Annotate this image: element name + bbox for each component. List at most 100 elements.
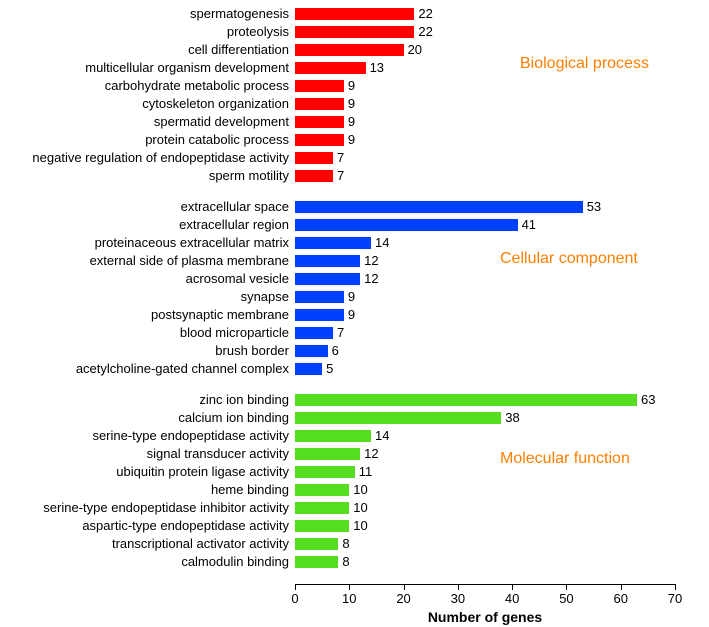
bar-label: cytoskeleton organization bbox=[0, 96, 295, 111]
bar-row: proteolysis 22 bbox=[0, 23, 709, 40]
bar-label: negative regulation of endopeptidase act… bbox=[0, 150, 295, 165]
bar-label: extracellular space bbox=[0, 199, 295, 214]
bar-row: carbohydrate metabolic process9 bbox=[0, 77, 709, 94]
bar-row: calmodulin binding8 bbox=[0, 553, 709, 570]
bar-value: 8 bbox=[338, 536, 349, 551]
bar-value: 9 bbox=[344, 289, 355, 304]
chart-group: extracellular space 53 extracellular regio… bbox=[0, 198, 709, 377]
bar bbox=[295, 412, 501, 424]
bar-row: zinc ion binding 63 bbox=[0, 391, 709, 408]
chart-group: spermatogenesis22proteolysis22cell diffe… bbox=[0, 5, 709, 184]
bar-area: 9 bbox=[295, 79, 675, 93]
bar-area: 9 bbox=[295, 115, 675, 129]
bar-area: 53 bbox=[295, 200, 675, 214]
bar-value: 22 bbox=[414, 24, 432, 39]
bar-label: spermatid development bbox=[0, 114, 295, 129]
bar-area: 6 bbox=[295, 344, 675, 358]
bar-value: 9 bbox=[344, 96, 355, 111]
bar-label: serine-type endopeptidase activity bbox=[0, 428, 295, 443]
bar-row: spermatid development 9 bbox=[0, 113, 709, 130]
bar-value: 12 bbox=[360, 446, 378, 461]
bar-value: 41 bbox=[518, 217, 536, 232]
bar bbox=[295, 62, 366, 74]
bar-value: 10 bbox=[349, 518, 367, 533]
bar-row: negative regulation of endopeptidase act… bbox=[0, 149, 709, 166]
bar bbox=[295, 394, 637, 406]
bar bbox=[295, 219, 518, 231]
bar-value: 53 bbox=[583, 199, 601, 214]
bar bbox=[295, 484, 349, 496]
bar-row: brush border6 bbox=[0, 342, 709, 359]
bar-area: 14 bbox=[295, 236, 675, 250]
bar-area: 10 bbox=[295, 519, 675, 533]
bar-row: acrosomal vesicle12 bbox=[0, 270, 709, 287]
bar-area: 9 bbox=[295, 133, 675, 147]
bar bbox=[295, 430, 371, 442]
axis-tick-label: 10 bbox=[342, 591, 356, 606]
bar-area: 9 bbox=[295, 308, 675, 322]
axis-tick-label: 60 bbox=[613, 591, 627, 606]
bar-value: 13 bbox=[366, 60, 384, 75]
bar-value: 12 bbox=[360, 271, 378, 286]
bar-area: 22 bbox=[295, 7, 675, 21]
bar bbox=[295, 152, 333, 164]
bar-row: cytoskeleton organization 9 bbox=[0, 95, 709, 112]
bar-value: 9 bbox=[344, 114, 355, 129]
bar-label: proteinaceous extracellular matrix bbox=[0, 235, 295, 250]
bar-value: 63 bbox=[637, 392, 655, 407]
bar-area: 38 bbox=[295, 411, 675, 425]
bar-label: extracellular region bbox=[0, 217, 295, 232]
bar-row: postsynaptic membrane9 bbox=[0, 306, 709, 323]
bar bbox=[295, 502, 349, 514]
axis-tick bbox=[512, 584, 513, 590]
go-enrichment-chart: spermatogenesis22proteolysis22cell diffe… bbox=[0, 5, 709, 584]
axis-tick-label: 30 bbox=[451, 591, 465, 606]
bar bbox=[295, 448, 360, 460]
axis-tick bbox=[295, 584, 296, 590]
bar-label: brush border bbox=[0, 343, 295, 358]
bar bbox=[295, 520, 349, 532]
bar-label: proteolysis bbox=[0, 24, 295, 39]
bar-label: aspartic-type endopeptidase activity bbox=[0, 518, 295, 533]
bar bbox=[295, 466, 355, 478]
bar-label: zinc ion binding bbox=[0, 392, 295, 407]
bar-label: heme binding bbox=[0, 482, 295, 497]
bar bbox=[295, 556, 338, 568]
bar-value: 10 bbox=[349, 482, 367, 497]
bar-row: serine-type endopeptidase inhibitor acti… bbox=[0, 499, 709, 516]
bar-value: 9 bbox=[344, 307, 355, 322]
bar-label: sperm motility bbox=[0, 168, 295, 183]
axis-tick-label: 0 bbox=[291, 591, 298, 606]
bar-row: synapse 9 bbox=[0, 288, 709, 305]
bar bbox=[295, 134, 344, 146]
bar bbox=[295, 116, 344, 128]
bar-label: transcriptional activator activity bbox=[0, 536, 295, 551]
bar-row: calcium ion binding38 bbox=[0, 409, 709, 426]
bar-label: blood microparticle bbox=[0, 325, 295, 340]
bar-value: 14 bbox=[371, 235, 389, 250]
bar-value: 7 bbox=[333, 325, 344, 340]
axis-line bbox=[295, 584, 675, 585]
bar bbox=[295, 80, 344, 92]
bar bbox=[295, 255, 360, 267]
bar-area: 14 bbox=[295, 429, 675, 443]
bar-value: 12 bbox=[360, 253, 378, 268]
bar-row: sperm motility7 bbox=[0, 167, 709, 184]
bar bbox=[295, 538, 338, 550]
bar-label: synapse bbox=[0, 289, 295, 304]
bar bbox=[295, 98, 344, 110]
bar bbox=[295, 170, 333, 182]
bar-label: cell differentiation bbox=[0, 42, 295, 57]
group-title: Biological process bbox=[520, 55, 649, 73]
bar-value: 10 bbox=[349, 500, 367, 515]
bar-value: 11 bbox=[355, 464, 373, 479]
bar-row: protein catabolic process9 bbox=[0, 131, 709, 148]
bar bbox=[295, 26, 414, 38]
bar-label: acetylcholine-gated channel complex bbox=[0, 361, 295, 376]
axis-tick bbox=[675, 584, 676, 590]
bar bbox=[295, 291, 344, 303]
bar-row: heme binding 10 bbox=[0, 481, 709, 498]
bar-row: aspartic-type endopeptidase activity 10 bbox=[0, 517, 709, 534]
bar-row: extracellular region 41 bbox=[0, 216, 709, 233]
bar-value: 7 bbox=[333, 150, 344, 165]
